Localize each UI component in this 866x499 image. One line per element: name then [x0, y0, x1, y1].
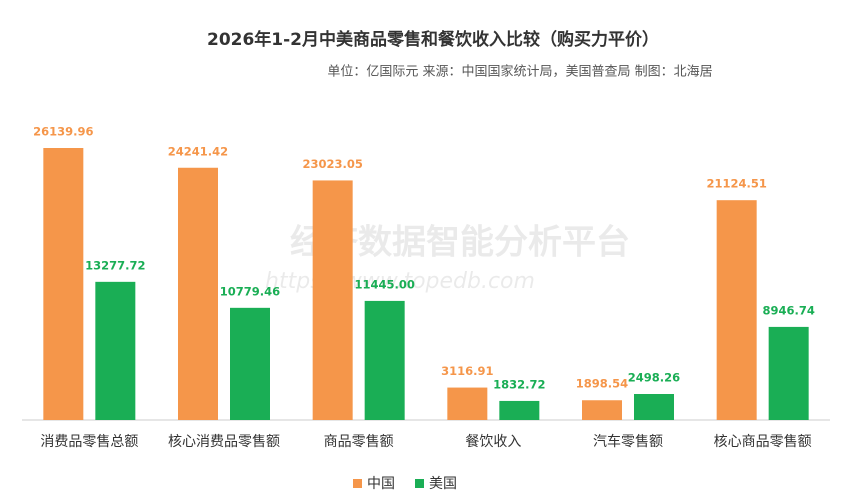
value-label: 23023.05 [302, 157, 362, 171]
x-tick-label: 餐饮收入 [465, 434, 521, 450]
value-label: 21124.51 [706, 177, 766, 191]
legend-label: 中国 [367, 476, 395, 492]
bar [312, 180, 353, 420]
legend-swatch [415, 479, 424, 488]
value-label: 10779.46 [220, 284, 280, 298]
bar [499, 400, 540, 420]
bar [716, 200, 757, 420]
value-label: 24241.42 [168, 144, 228, 158]
bar [230, 307, 270, 420]
bar [95, 281, 136, 420]
value-label: 8946.74 [762, 303, 814, 317]
legend-label: 美国 [429, 476, 457, 492]
x-tick-label: 核心商品零售额 [714, 434, 812, 450]
x-tick-label: 汽车零售额 [593, 433, 663, 450]
value-label: 13277.72 [85, 258, 145, 272]
chart-subtitle: 单位：亿国际元 来源：中国国家统计局，美国普查局 制图：北海居 [327, 64, 712, 80]
value-label: 11445.00 [354, 277, 414, 291]
x-tick-label: 商品零售额 [324, 434, 394, 450]
bar [178, 167, 218, 420]
bar [582, 400, 622, 420]
bar [634, 394, 674, 420]
value-label: 2498.26 [628, 371, 680, 385]
value-label: 26139.96 [33, 125, 93, 139]
legend-swatch [353, 479, 362, 488]
x-tick-label: 核心消费品零售额 [168, 434, 280, 450]
value-label: 1832.72 [493, 377, 545, 391]
chart-title: 2026年1-2月中美商品零售和餐饮收入比较（购买力平价） [207, 29, 659, 50]
watermark: https://www.topedb.com [265, 269, 535, 294]
x-tick-label: 消费品零售总额 [40, 434, 138, 450]
value-label: 1898.54 [576, 377, 628, 391]
bar [364, 300, 405, 420]
bar [768, 326, 809, 420]
value-label: 3116.91 [441, 364, 493, 378]
bar [447, 387, 488, 420]
bar [43, 148, 84, 420]
